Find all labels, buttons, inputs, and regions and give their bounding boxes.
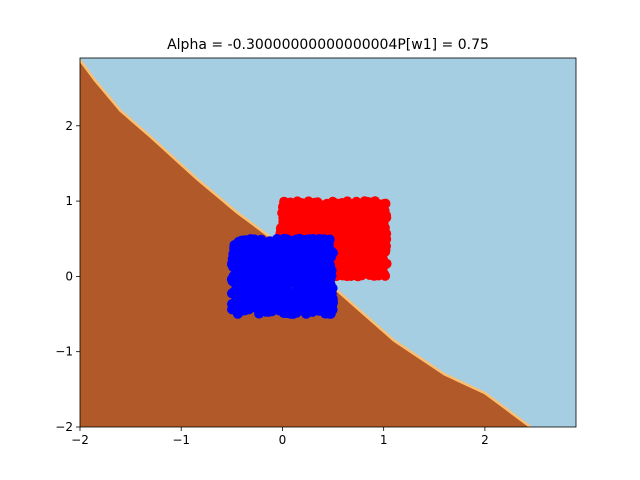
blue-points-layer	[226, 233, 338, 319]
class-blue-point	[310, 302, 321, 313]
class-blue-point	[261, 259, 272, 270]
class-red-point	[374, 200, 385, 211]
class-blue-point	[293, 290, 304, 301]
class-red-point	[288, 206, 299, 217]
class-blue-point	[305, 273, 316, 284]
class-red-point	[340, 270, 351, 281]
class-blue-point	[318, 276, 329, 286]
class-blue-point	[252, 238, 263, 249]
class-red-point	[340, 258, 351, 269]
y-axis: −2 −1 0 1 2	[55, 119, 80, 434]
class-blue-point	[267, 293, 278, 304]
y-tick-label: 1	[65, 194, 73, 208]
class-blue-point	[309, 254, 319, 265]
y-tick-label: 0	[65, 269, 73, 283]
class-blue-point	[240, 305, 251, 316]
class-blue-point	[299, 255, 310, 265]
class-blue-point	[327, 247, 338, 258]
class-red-point	[326, 217, 337, 228]
class-blue-point	[289, 307, 300, 317]
class-blue-point	[319, 234, 329, 245]
class-blue-point	[320, 247, 331, 258]
class-blue-point	[232, 265, 243, 275]
class-red-point	[337, 240, 348, 250]
class-red-point	[363, 198, 374, 209]
class-red-point	[279, 197, 290, 208]
class-red-point	[326, 204, 337, 215]
class-red-point	[306, 213, 317, 224]
class-blue-point	[299, 235, 310, 246]
class-red-point	[346, 211, 357, 222]
class-blue-point	[325, 260, 336, 271]
class-blue-point	[267, 267, 278, 278]
y-tick-label: 2	[65, 119, 73, 133]
class-red-point	[280, 214, 291, 225]
class-blue-point	[279, 305, 290, 316]
x-tick-label: 1	[380, 433, 388, 447]
class-blue-point	[255, 285, 266, 296]
plot-area	[80, 58, 576, 427]
class-red-point	[344, 201, 354, 212]
class-red-point	[352, 229, 363, 240]
class-blue-point	[314, 285, 325, 296]
class-red-point	[377, 263, 388, 274]
class-red-point	[304, 200, 315, 211]
class-red-point	[315, 200, 326, 211]
class-red-point	[374, 249, 385, 260]
class-blue-point	[324, 285, 335, 296]
class-red-point	[298, 209, 309, 220]
class-red-point	[376, 234, 387, 245]
class-blue-point	[232, 256, 243, 266]
x-axis: −2 −1 0 1 2	[71, 427, 489, 447]
class-blue-point	[265, 280, 275, 290]
x-tick-label: 0	[279, 433, 287, 447]
class-blue-point	[256, 276, 267, 287]
class-blue-point	[252, 268, 262, 279]
class-blue-point	[258, 297, 269, 308]
class-blue-point	[327, 293, 338, 304]
class-red-point	[352, 200, 363, 211]
class-blue-point	[256, 251, 267, 262]
class-blue-point	[279, 236, 290, 247]
class-blue-point	[239, 241, 250, 252]
class-red-point	[337, 217, 348, 228]
region-below-fill	[80, 58, 576, 427]
class-red-point	[364, 236, 375, 247]
class-blue-point	[327, 304, 338, 315]
class-red-point	[278, 205, 289, 216]
class-blue-point	[234, 296, 245, 307]
y-tick-label: −2	[55, 420, 73, 434]
class-blue-point	[247, 254, 258, 265]
class-blue-point	[304, 295, 315, 306]
class-red-point	[362, 247, 372, 258]
class-blue-point	[297, 271, 308, 282]
x-tick-label: −1	[172, 433, 190, 447]
class-red-point	[353, 269, 364, 280]
class-blue-point	[254, 308, 265, 319]
class-red-point	[379, 213, 390, 224]
class-red-point	[292, 196, 303, 207]
class-blue-point	[279, 273, 290, 284]
class-red-point	[362, 222, 373, 233]
class-blue-point	[280, 248, 291, 259]
class-blue-point	[232, 305, 243, 316]
class-blue-point	[243, 264, 254, 274]
class-blue-point	[276, 258, 287, 269]
axes-frame	[79, 57, 577, 428]
x-tick-label: −2	[71, 433, 89, 447]
class-red-point	[354, 255, 365, 266]
y-tick-label: −1	[55, 345, 73, 359]
x-tick-label: 2	[481, 433, 489, 447]
decision-boundary-line	[80, 59, 532, 427]
class-red-point	[334, 230, 344, 240]
class-red-point	[290, 217, 301, 228]
chart-title: Alpha = -0.30000000000000004P[w1] = 0.75	[167, 37, 489, 53]
class-blue-point	[293, 261, 304, 272]
class-blue-point	[234, 285, 244, 296]
class-blue-point	[290, 248, 301, 259]
